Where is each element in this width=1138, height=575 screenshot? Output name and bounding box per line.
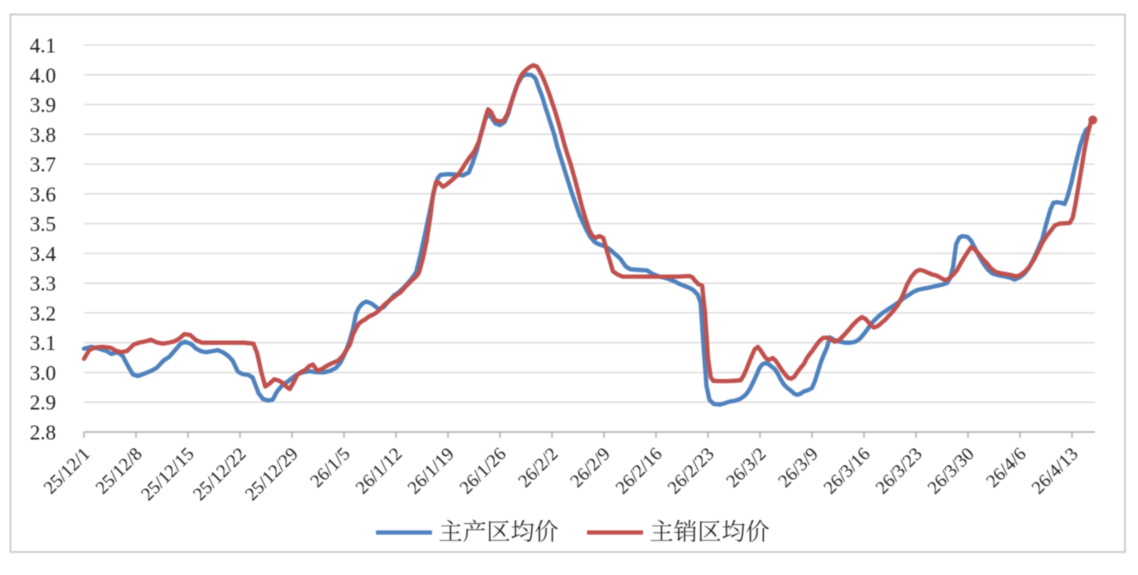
svg-text:2.9: 2.9 bbox=[30, 391, 56, 415]
svg-text:3.6: 3.6 bbox=[30, 182, 56, 206]
svg-text:4.0: 4.0 bbox=[30, 63, 56, 87]
svg-text:3.3: 3.3 bbox=[30, 272, 56, 296]
svg-text:3.7: 3.7 bbox=[30, 153, 56, 177]
svg-text:3.4: 3.4 bbox=[30, 242, 57, 266]
svg-text:3.1: 3.1 bbox=[30, 331, 56, 355]
svg-text:3.5: 3.5 bbox=[30, 212, 56, 236]
svg-text:3.0: 3.0 bbox=[30, 361, 56, 385]
svg-text:3.9: 3.9 bbox=[30, 93, 56, 117]
svg-text:2.8: 2.8 bbox=[30, 421, 56, 445]
svg-text:3.2: 3.2 bbox=[30, 301, 56, 325]
svg-text:4.1: 4.1 bbox=[30, 34, 56, 58]
svg-text:3.8: 3.8 bbox=[30, 123, 56, 147]
